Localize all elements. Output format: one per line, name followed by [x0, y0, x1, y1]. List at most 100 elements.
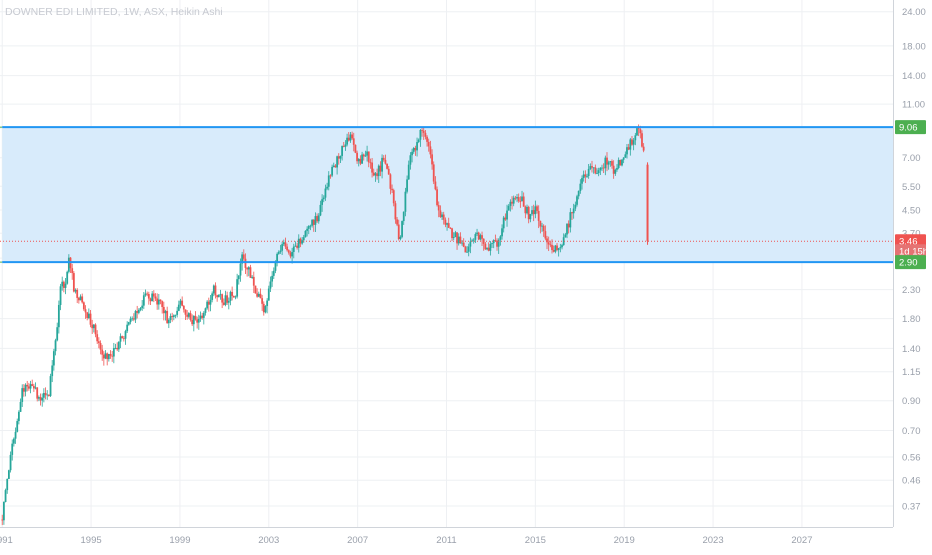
candle-body: [206, 302, 208, 309]
candle-body: [205, 308, 207, 313]
candle-body: [273, 271, 275, 276]
x-tick-label: 2023: [702, 535, 723, 546]
candle-body: [443, 215, 445, 220]
candle-body: [544, 231, 546, 238]
candle-body: [96, 334, 98, 341]
candle-body: [16, 421, 18, 432]
y-tick-label: 4.50: [902, 206, 921, 217]
candle-body: [253, 277, 255, 286]
candle-body: [288, 250, 290, 252]
candle-body: [36, 387, 38, 398]
candle-body: [151, 294, 153, 302]
candle-body: [255, 286, 257, 294]
y-tick-label: 24.00: [902, 7, 926, 18]
candle-body: [93, 325, 95, 329]
candle-body: [403, 212, 405, 221]
candle-body: [569, 212, 571, 227]
candle-body: [395, 203, 397, 219]
candle-body: [438, 205, 440, 210]
candle-body: [380, 166, 382, 172]
candle-body: [120, 336, 122, 341]
candle-body: [396, 219, 398, 224]
candle-body: [444, 220, 446, 225]
candle-body: [365, 156, 367, 157]
candle-body: [533, 210, 535, 214]
candle-body: [155, 296, 157, 298]
candle-body: [636, 128, 638, 135]
candle-body: [385, 160, 387, 164]
candle-body: [433, 164, 435, 181]
y-tick-label: 1.80: [902, 314, 921, 325]
y-tick-label: 0.46: [902, 476, 921, 487]
x-tick-label: 2019: [614, 535, 635, 546]
candle-body: [176, 311, 178, 315]
candle-body: [150, 299, 152, 302]
y-tick-label: 18.00: [902, 41, 926, 52]
candle-body: [601, 168, 603, 169]
candle-body: [333, 166, 335, 167]
candle-body: [426, 137, 428, 142]
candle-body: [370, 162, 372, 163]
candle-body: [25, 385, 27, 392]
candle-body: [616, 168, 618, 170]
candle-body: [619, 160, 621, 165]
candle-body: [221, 294, 223, 302]
candle-body: [521, 197, 523, 202]
candle-body: [225, 295, 227, 305]
candle-body: [280, 251, 282, 252]
candle-body: [198, 319, 200, 323]
candle-body: [416, 142, 418, 150]
candle-body: [165, 311, 167, 313]
candle-body: [98, 341, 100, 343]
candle-body: [215, 286, 217, 296]
candle-body: [594, 167, 596, 173]
candle-body: [81, 296, 83, 302]
candle-body: [606, 158, 608, 165]
candle-body: [236, 279, 238, 296]
candle-body: [295, 246, 297, 247]
candle-body: [564, 234, 566, 237]
candle-body: [418, 140, 420, 142]
candle-body: [493, 240, 495, 243]
candle-body: [306, 229, 308, 231]
candle-body: [235, 297, 237, 298]
candle-body: [290, 253, 292, 257]
candle-body: [539, 221, 541, 227]
candle-body: [598, 170, 600, 173]
candle-body: [10, 455, 12, 470]
candle-body: [30, 384, 32, 388]
candle-body: [434, 182, 436, 190]
candle-body: [123, 338, 125, 339]
candle-body: [281, 244, 283, 251]
candle-body: [168, 320, 170, 323]
candle-body: [80, 296, 82, 300]
candle-body: [531, 210, 533, 214]
price-channel: [0, 127, 893, 262]
candle-body: [233, 296, 235, 297]
candle-body: [271, 276, 273, 282]
candle-body: [596, 173, 598, 174]
candle-body: [328, 175, 330, 186]
candle-body: [260, 294, 262, 298]
candle-body: [559, 247, 561, 248]
candle-body: [454, 232, 456, 237]
candle-body: [303, 237, 305, 240]
candle-body: [466, 252, 468, 253]
candle-body: [335, 166, 337, 168]
candle-body: [599, 168, 601, 170]
candle-body: [355, 145, 357, 153]
candle-body: [193, 316, 195, 324]
x-tick-label: 2011: [436, 535, 456, 546]
y-tick-label: 1.40: [902, 344, 921, 355]
candle-body: [546, 238, 548, 242]
candle-body: [113, 348, 115, 356]
candle-body: [549, 244, 551, 245]
candle-body: [95, 325, 97, 335]
candle-body: [603, 168, 605, 169]
price-badge-label: 2.90: [899, 258, 918, 269]
candle-body: [33, 386, 35, 389]
candle-body: [135, 311, 137, 320]
candle-body: [593, 167, 595, 168]
